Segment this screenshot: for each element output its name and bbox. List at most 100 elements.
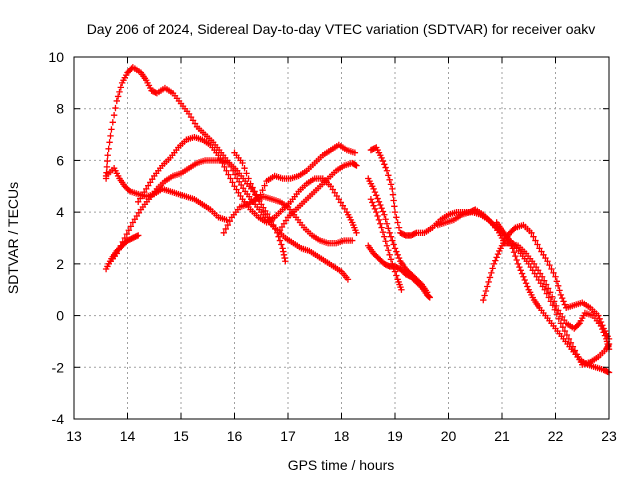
data-point-marker: [280, 220, 288, 227]
data-point-marker: [393, 272, 400, 279]
data-point-marker: [217, 155, 224, 163]
data-point-marker: [559, 324, 567, 331]
data-point-marker: [249, 184, 256, 191]
data-point-marker: [482, 287, 490, 295]
data-point-marker: [225, 171, 232, 178]
x-tick-label: 19: [387, 428, 403, 444]
data-point-marker: [261, 182, 268, 189]
data-point-marker: [510, 225, 518, 233]
data-point-marker: [137, 195, 144, 202]
data-point-marker: [117, 242, 125, 249]
data-point-marker: [556, 310, 564, 317]
data-point-marker: [490, 260, 498, 268]
data-point-marker: [139, 192, 146, 199]
data-point-marker: [222, 225, 230, 233]
y-tick-label: 0: [56, 308, 64, 324]
data-point-marker: [116, 88, 123, 96]
y-tick-label: 2: [56, 256, 64, 272]
data-point-marker: [239, 159, 246, 167]
data-point-marker: [389, 191, 397, 198]
data-point-marker: [135, 232, 142, 239]
y-tick-label: 4: [56, 204, 64, 220]
data-point-marker: [339, 202, 347, 209]
data-point-marker: [276, 227, 284, 234]
data-point-marker: [538, 248, 545, 255]
data-point-marker: [114, 93, 122, 100]
data-point-marker: [552, 273, 559, 280]
data-point-marker: [512, 252, 519, 260]
data-point-marker: [280, 251, 288, 259]
data-point-marker: [383, 220, 391, 227]
data-point-marker: [370, 202, 377, 209]
data-point-marker: [104, 152, 111, 159]
data-point-marker: [387, 233, 395, 240]
series-track-f: [220, 193, 356, 247]
data-point-marker: [127, 223, 135, 230]
data-point-marker: [557, 291, 565, 299]
data-point-marker: [597, 318, 605, 326]
x-axis-ticks: 13 14 15 16 17 18 19 20 21 22 23: [66, 57, 617, 444]
data-point-marker: [536, 245, 543, 252]
data-point-marker: [115, 246, 123, 253]
data-point-marker: [386, 176, 393, 184]
data-point-marker: [278, 241, 285, 248]
data-point-marker: [393, 248, 400, 255]
data-point-marker: [381, 233, 388, 240]
series-track-h: [276, 159, 360, 234]
data-point-marker: [595, 312, 602, 319]
y-tick-label: 6: [56, 152, 64, 168]
data-point-marker: [385, 225, 392, 232]
data-point-marker: [534, 241, 541, 248]
data-point-marker: [398, 286, 405, 293]
data-point-marker: [135, 198, 142, 205]
data-point-marker: [129, 219, 137, 226]
data-point-marker: [548, 293, 556, 301]
x-tick-label: 15: [173, 428, 189, 444]
data-point-marker: [535, 276, 542, 284]
data-point-marker: [510, 249, 518, 256]
data-point-marker: [539, 283, 546, 290]
data-point-marker: [383, 167, 391, 174]
data-point-marker: [395, 224, 403, 231]
y-tick-label: -4: [52, 411, 65, 427]
data-point-marker: [331, 189, 339, 196]
data-point-marker: [558, 294, 566, 302]
data-point-marker: [187, 113, 195, 121]
data-point-marker: [417, 280, 424, 287]
data-point-marker: [191, 120, 199, 127]
data-point-marker: [251, 188, 258, 195]
data-point-marker: [391, 268, 399, 275]
data-point-marker: [530, 233, 537, 240]
data-point-marker: [149, 175, 156, 183]
data-point-marker: [371, 188, 379, 196]
data-point-marker: [226, 217, 234, 225]
data-point-marker: [349, 237, 356, 244]
data-point-marker: [108, 126, 115, 133]
data-point-marker: [185, 110, 193, 118]
data-point-marker: [106, 139, 113, 146]
data-point-marker: [536, 270, 544, 277]
data-point-marker: [530, 260, 538, 268]
data-point-marker: [258, 201, 265, 208]
data-point-marker: [386, 251, 393, 259]
data-point-marker: [259, 186, 266, 194]
data-point-marker: [135, 209, 143, 216]
series-track-b: [102, 164, 230, 224]
data-point-marker: [389, 237, 396, 244]
data-point-marker: [125, 227, 133, 234]
data-point-marker: [533, 273, 540, 280]
data-point-marker: [513, 256, 520, 264]
data-point-marker: [554, 307, 562, 314]
data-point-marker: [488, 269, 495, 277]
data-point-marker: [382, 216, 389, 223]
data-point-marker: [113, 250, 120, 257]
data-point-marker: [527, 263, 534, 271]
data-point-marker: [241, 164, 248, 172]
data-point-marker: [109, 119, 116, 126]
x-tick-label: 16: [227, 428, 243, 444]
data-point-marker: [353, 229, 360, 237]
data-point-marker: [557, 320, 565, 327]
data-point-marker: [223, 216, 230, 224]
x-tick-label: 23: [601, 428, 617, 444]
y-axis-label: SDTVAR / TECUs: [5, 182, 21, 294]
